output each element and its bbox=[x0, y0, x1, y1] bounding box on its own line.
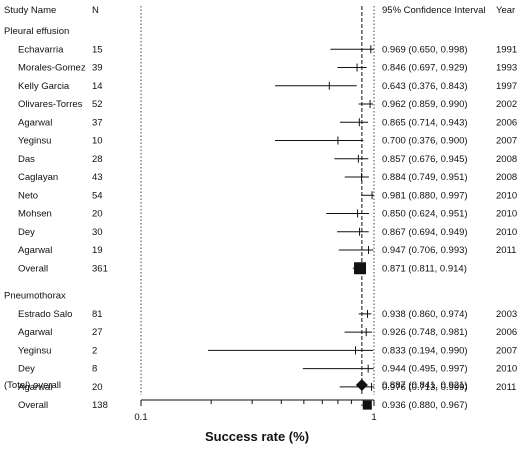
ci-text: 0.850 (0.624, 0.951) bbox=[382, 209, 468, 220]
ci-text: 0.962 (0.859, 0.990) bbox=[382, 99, 468, 110]
total-label: (Total) overall bbox=[4, 380, 61, 391]
header-n: N bbox=[92, 5, 99, 16]
ci-text: 0.976 (0.713, 0.999) bbox=[382, 382, 468, 393]
group-label: Pneumothorax bbox=[4, 291, 66, 302]
study-name: Dey bbox=[18, 364, 35, 375]
study-name: Yeginsu bbox=[18, 136, 51, 147]
x-tick-label-max: 1 bbox=[371, 412, 376, 423]
study-n: 2 bbox=[92, 345, 97, 356]
ci-text: 0.969 (0.650, 0.998) bbox=[382, 44, 468, 55]
ci-text: 0.884 (0.749, 0.951) bbox=[382, 172, 468, 183]
study-n: 14 bbox=[92, 81, 103, 92]
study-year: 2011 bbox=[496, 382, 516, 393]
study-n: 20 bbox=[92, 382, 103, 393]
ci-text: 0.947 (0.706, 0.993) bbox=[382, 245, 468, 256]
study-n: 10 bbox=[92, 136, 103, 147]
study-n: 8 bbox=[92, 364, 97, 375]
study-name: Mohsen bbox=[18, 209, 52, 220]
ci-text: 0.938 (0.860, 0.974) bbox=[382, 309, 468, 320]
study-year: 2011 bbox=[496, 245, 516, 256]
study-year: 2007 bbox=[496, 136, 517, 147]
study-n: 43 bbox=[92, 172, 103, 183]
x-axis-label: Success rate (%) bbox=[205, 429, 309, 444]
study-name: Olivares-Torres bbox=[18, 99, 83, 110]
study-name: Morales-Gomez bbox=[18, 63, 86, 74]
study-name: Agarwal bbox=[18, 245, 52, 256]
study-name: Echavarria bbox=[18, 44, 64, 55]
group-label: Pleural effusion bbox=[4, 26, 69, 37]
ci-text: 0.936 (0.880, 0.967) bbox=[382, 400, 468, 411]
study-name: Agarwal bbox=[18, 382, 52, 393]
study-year: 2007 bbox=[496, 345, 517, 356]
study-year: 2010 bbox=[496, 227, 517, 238]
study-name: Agarwal bbox=[18, 327, 52, 338]
header-ci: 95% Confidence Interval bbox=[382, 5, 486, 16]
total-ci-text: 0.887 (0.841, 0.921) bbox=[382, 380, 468, 391]
total-diamond bbox=[355, 379, 368, 391]
study-name: Agarwal bbox=[18, 117, 52, 128]
header-year: Year bbox=[496, 5, 515, 16]
ci-text: 0.643 (0.376, 0.843) bbox=[382, 81, 468, 92]
ci-text: 0.700 (0.376, 0.900) bbox=[382, 136, 468, 147]
study-n: 20 bbox=[92, 209, 103, 220]
study-n: 15 bbox=[92, 44, 103, 55]
study-year: 2010 bbox=[496, 209, 517, 220]
study-year: 1997 bbox=[496, 81, 517, 92]
study-year: 2006 bbox=[496, 117, 517, 128]
study-year: 1993 bbox=[496, 63, 517, 74]
study-n: 39 bbox=[92, 63, 103, 74]
ci-text: 0.867 (0.694, 0.949) bbox=[382, 227, 468, 238]
ci-text: 0.944 (0.495, 0.997) bbox=[382, 364, 468, 375]
study-year: 2003 bbox=[496, 309, 517, 320]
study-n: 361 bbox=[92, 263, 108, 274]
study-name: Yeginsu bbox=[18, 345, 51, 356]
study-n: 28 bbox=[92, 154, 103, 165]
x-axis-ticks bbox=[140, 400, 375, 406]
ci-text: 0.865 (0.714, 0.943) bbox=[382, 117, 468, 128]
overall-label: Overall bbox=[18, 263, 48, 274]
study-n: 81 bbox=[92, 309, 103, 320]
study-year: 2010 bbox=[496, 364, 517, 375]
ci-text: 0.846 (0.697, 0.929) bbox=[382, 63, 468, 74]
study-year: 1991 bbox=[496, 44, 517, 55]
study-year: 2010 bbox=[496, 190, 517, 201]
study-n: 138 bbox=[92, 400, 108, 411]
overall-marker bbox=[354, 262, 367, 275]
ci-text: 0.833 (0.194, 0.990) bbox=[382, 345, 468, 356]
ci-text: 0.871 (0.811, 0.914) bbox=[382, 263, 467, 274]
study-year: 2008 bbox=[496, 154, 517, 165]
study-year: 2002 bbox=[496, 99, 517, 110]
study-n: 27 bbox=[92, 327, 103, 338]
overall-label: Overall bbox=[18, 400, 48, 411]
ci-text: 0.926 (0.748, 0.981) bbox=[382, 327, 468, 338]
overall-marker bbox=[362, 400, 372, 410]
study-year: 2008 bbox=[496, 172, 517, 183]
study-n: 52 bbox=[92, 99, 103, 110]
study-name: Neto bbox=[18, 190, 38, 201]
ci-text: 0.981 (0.880, 0.997) bbox=[382, 190, 468, 201]
study-name: Estrado Salo bbox=[18, 309, 72, 320]
study-year: 2006 bbox=[496, 327, 517, 338]
x-tick-label-min: 0.1 bbox=[134, 412, 147, 423]
study-n: 54 bbox=[92, 190, 103, 201]
study-name: Caglayan bbox=[18, 172, 58, 183]
study-n: 30 bbox=[92, 227, 103, 238]
study-name: Kelly Garcia bbox=[18, 81, 70, 92]
study-name: Dey bbox=[18, 227, 35, 238]
study-n: 37 bbox=[92, 117, 103, 128]
study-name: Das bbox=[18, 154, 35, 165]
study-n: 19 bbox=[92, 245, 103, 256]
forest-rows: Pleural effusion Echavarria 15 0.969 (0.650… bbox=[4, 26, 517, 411]
ci-text: 0.857 (0.676, 0.945) bbox=[382, 154, 468, 165]
header-study: Study Name bbox=[4, 5, 56, 16]
